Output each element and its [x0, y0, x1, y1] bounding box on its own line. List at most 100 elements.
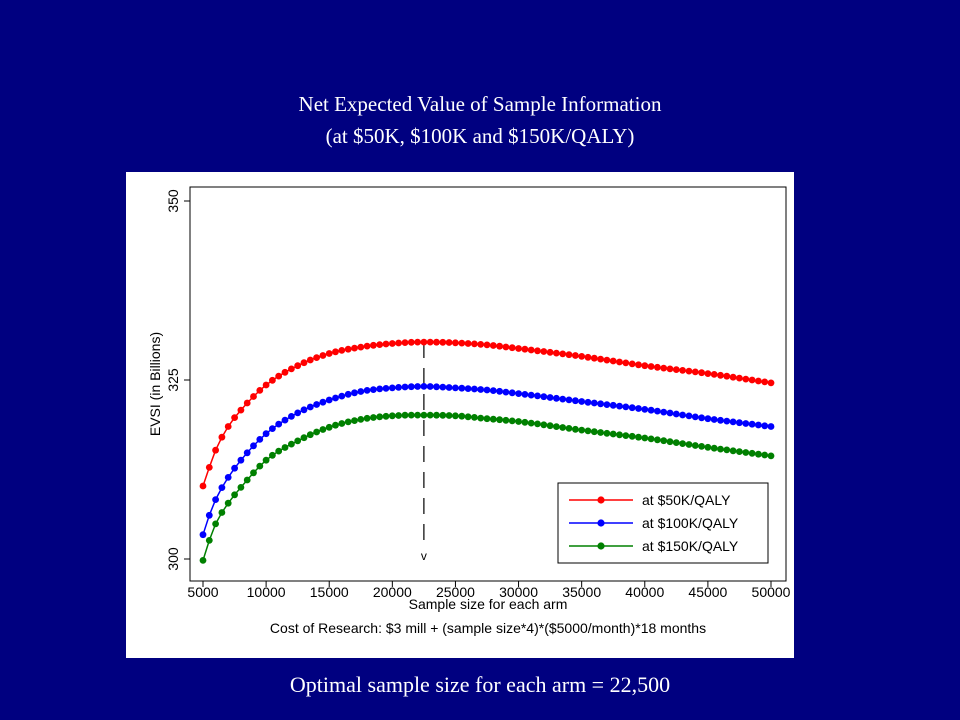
- series-point: [679, 440, 686, 447]
- slide-title-line-2: (at $50K, $100K and $150K/QALY): [325, 124, 635, 148]
- series-point: [218, 433, 226, 441]
- series-point: [508, 389, 516, 397]
- series-point: [698, 369, 705, 377]
- series-point: [508, 344, 516, 352]
- x-tick-label: 35000: [562, 584, 601, 600]
- series-point: [357, 416, 365, 423]
- series-point: [332, 394, 339, 402]
- series-point: [483, 415, 491, 423]
- series-point: [742, 375, 750, 383]
- series-point: [300, 406, 308, 414]
- series-point: [628, 432, 636, 440]
- series-point: [502, 416, 510, 424]
- x-tick-label: 10000: [247, 584, 286, 600]
- slide-title: Net Expected Value of Sample Information…: [0, 88, 960, 152]
- series-point: [527, 419, 535, 427]
- series-point: [672, 410, 680, 418]
- series-point: [407, 383, 415, 391]
- series-point: [357, 388, 365, 395]
- series-point: [401, 339, 409, 346]
- series-point: [471, 340, 478, 348]
- series-point: [281, 444, 289, 451]
- series-point: [325, 423, 333, 431]
- series-point: [281, 416, 289, 424]
- x-tick-label: 30000: [499, 584, 538, 600]
- series-point: [559, 424, 567, 431]
- series-point: [306, 356, 314, 364]
- series-point: [426, 338, 434, 346]
- series-point: [609, 401, 617, 409]
- series-point: [628, 360, 636, 368]
- series-point: [376, 341, 384, 348]
- series-point: [306, 403, 314, 411]
- series-point: [704, 415, 712, 423]
- series-point: [508, 417, 516, 425]
- series-point: [464, 413, 472, 421]
- series-point: [426, 383, 434, 390]
- series-point: [736, 419, 743, 427]
- series-point: [243, 399, 251, 407]
- x-tick-label: 40000: [625, 584, 664, 600]
- chart-panel: 300 325 350 5000 10000 15000 20000 25000 30000 3…: [126, 172, 794, 658]
- series-point: [319, 398, 327, 406]
- series-point: [609, 357, 617, 365]
- series-point: [691, 368, 699, 376]
- series-point: [319, 352, 327, 359]
- series-point: [534, 347, 541, 355]
- series-point: [243, 449, 251, 457]
- series-point: [401, 411, 409, 419]
- series-point: [572, 352, 579, 359]
- series-point: [376, 385, 384, 393]
- series-point: [439, 383, 447, 391]
- series-point: [445, 412, 453, 419]
- series-point: [647, 406, 655, 414]
- series-point: [414, 411, 421, 419]
- series-point: [628, 404, 636, 412]
- series-point: [660, 364, 668, 372]
- series-point: [698, 443, 705, 450]
- series-point: [515, 418, 522, 425]
- legend: at $50K/QALY at $100K/QALY at $150K/QALY: [557, 482, 769, 564]
- series-point: [584, 398, 592, 406]
- series-point: [710, 444, 718, 452]
- series-point: [553, 423, 560, 430]
- series-point: [205, 537, 213, 544]
- series-point: [224, 474, 232, 481]
- series-point: [483, 386, 491, 394]
- series-point: [370, 386, 377, 393]
- series-point: [489, 342, 497, 349]
- series-point: [540, 348, 548, 355]
- series-point: [742, 420, 750, 427]
- series-point: [433, 411, 440, 419]
- series-point: [672, 366, 680, 373]
- series-point: [262, 456, 270, 464]
- series-point: [325, 396, 333, 404]
- series-point: [660, 437, 668, 445]
- series-point: [622, 432, 630, 439]
- series-point: [218, 509, 226, 516]
- series-point: [351, 389, 358, 397]
- series-point: [565, 425, 573, 432]
- y-axis-label: EVSI (in Billions): [147, 332, 163, 436]
- series-point: [344, 390, 352, 398]
- series-point: [224, 499, 232, 507]
- series-point: [325, 350, 333, 357]
- series-point: [635, 405, 642, 412]
- series-point: [546, 422, 554, 430]
- x-tick-label: 5000: [187, 584, 218, 600]
- slide-title-line-1: Net Expected Value of Sample Information: [298, 92, 662, 116]
- legend-label: at $50K/QALY: [642, 492, 731, 508]
- series-point: [521, 391, 529, 398]
- series-point: [199, 557, 207, 564]
- series-point: [723, 372, 731, 380]
- series-point: [363, 387, 371, 394]
- series-point: [559, 350, 567, 358]
- series-point: [647, 363, 655, 370]
- series-point: [243, 476, 251, 484]
- series-point: [382, 412, 390, 420]
- series-point: [477, 386, 485, 393]
- series-point: [338, 392, 346, 400]
- series-point: [471, 385, 478, 393]
- series-point: [199, 531, 207, 539]
- series-point: [521, 418, 529, 426]
